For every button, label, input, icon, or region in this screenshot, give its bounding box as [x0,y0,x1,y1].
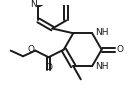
Text: N: N [30,0,36,9]
Text: NH: NH [95,62,109,71]
Text: O: O [27,45,34,54]
Text: O: O [117,45,124,54]
Text: O: O [45,63,52,72]
Text: NH: NH [95,28,109,37]
